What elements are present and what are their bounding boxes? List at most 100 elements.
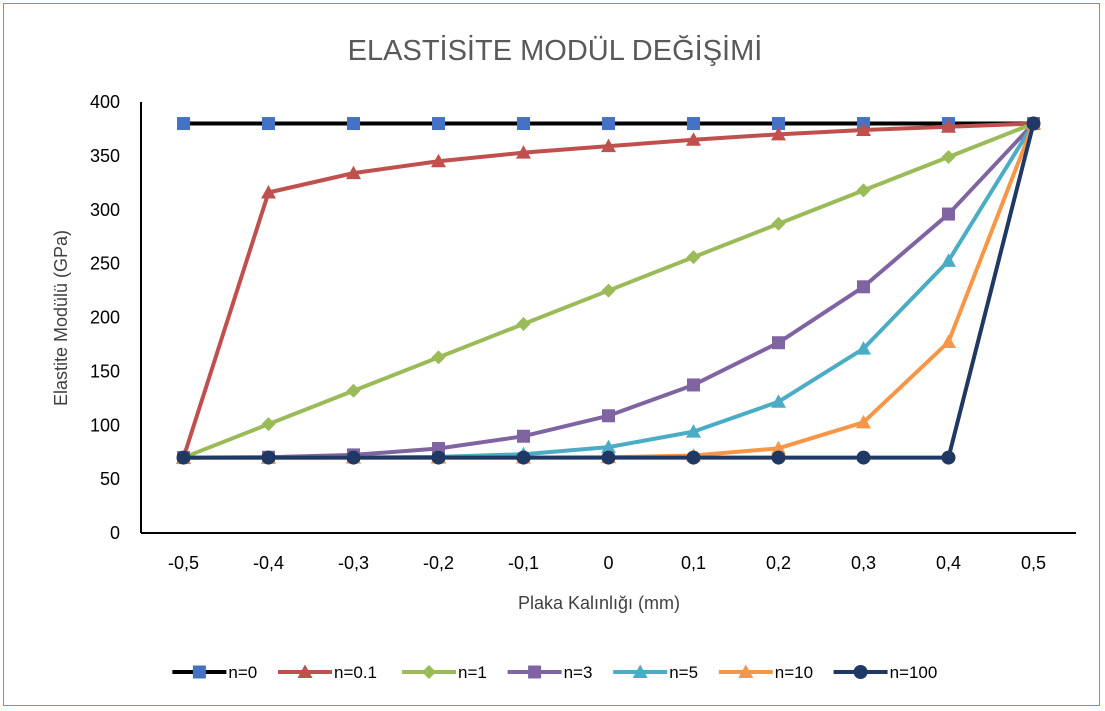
data-point — [261, 185, 276, 199]
x-tick-label: 0,1 — [681, 553, 706, 573]
legend-label: n=1 — [458, 663, 487, 682]
data-point — [261, 450, 276, 465]
data-point — [686, 132, 701, 146]
x-tick-label: -0,4 — [253, 553, 284, 573]
data-point — [856, 414, 871, 429]
legend-label: n=100 — [890, 663, 938, 682]
data-point — [602, 409, 615, 423]
data-point — [262, 117, 275, 131]
y-tick-label: 350 — [90, 146, 120, 166]
x-tick-label: -0,3 — [338, 553, 369, 573]
data-point — [772, 117, 785, 131]
x-tick-label: -0,5 — [168, 553, 199, 573]
x-axis-title: Plaka Kalınlığı (mm) — [518, 593, 680, 613]
legend-item: n=0.1 — [278, 663, 377, 682]
data-point — [176, 450, 191, 465]
legend-marker — [853, 665, 868, 679]
data-point — [771, 126, 786, 141]
data-point — [686, 450, 701, 465]
legend-item: n=5 — [613, 663, 698, 682]
legend-label: n=10 — [775, 663, 813, 682]
data-point — [1026, 116, 1041, 131]
y-axis-title: Elastite Modülü (GPa) — [51, 230, 71, 406]
legend-label: n=5 — [669, 663, 698, 682]
y-tick-label: 400 — [90, 92, 120, 112]
legend-marker — [528, 665, 542, 679]
x-tick-label: 0,5 — [1021, 553, 1046, 573]
data-point — [941, 450, 956, 465]
legend-marker — [422, 665, 436, 679]
data-point — [346, 383, 361, 398]
data-point — [431, 450, 446, 465]
y-tick-label: 50 — [100, 469, 120, 489]
legend-item: n=3 — [507, 663, 593, 682]
data-point — [941, 119, 956, 133]
data-point — [602, 117, 615, 131]
data-point — [941, 334, 956, 348]
legend-item: n=10 — [718, 663, 813, 682]
data-point — [857, 280, 870, 294]
data-point — [686, 250, 701, 265]
legend-marker — [632, 664, 648, 678]
legend-label: n=0 — [228, 663, 257, 682]
y-tick-label: 0 — [110, 523, 120, 543]
data-point — [771, 216, 786, 231]
legend-label: n=0.1 — [334, 663, 377, 682]
data-point — [856, 341, 871, 355]
x-tick-label: -0,1 — [508, 553, 539, 573]
chart-title: ELASTİSİTE MODÜL DEĞİŞİMİ — [348, 34, 763, 67]
x-tick-label: 0,4 — [936, 553, 961, 573]
data-point — [942, 207, 955, 221]
data-point — [517, 117, 530, 131]
data-point — [516, 450, 531, 465]
legend-label: n=3 — [564, 663, 593, 682]
x-tick-label: -0,2 — [423, 553, 454, 573]
data-point — [771, 394, 786, 408]
data-point — [346, 165, 361, 180]
data-point — [941, 149, 956, 164]
data-point — [431, 153, 446, 168]
data-point — [687, 117, 700, 131]
legend: n=0 n=0.1 n=1 n=3 n=5 n=10 n=100 — [172, 663, 937, 682]
data-point — [601, 439, 616, 454]
legend-marker — [192, 665, 206, 679]
data-point — [856, 122, 871, 137]
axes: 0 50 100 150 200 250 300 350 400 -0,5 -0,4 -0,3 -0,2… — [90, 92, 1076, 573]
data-point — [347, 117, 360, 131]
legend-item: n=1 — [402, 663, 487, 682]
data-point — [601, 138, 616, 153]
legend-marker — [297, 664, 313, 678]
y-tick-label: 250 — [90, 254, 120, 274]
data-point — [856, 450, 871, 465]
legend-marker — [738, 664, 754, 678]
data-point — [601, 283, 616, 298]
x-tick-label: 0 — [603, 553, 613, 573]
series-n=100 — [176, 116, 1041, 465]
x-tick-label: 0,2 — [766, 553, 791, 573]
data-point — [686, 424, 701, 438]
y-tick-label: 150 — [90, 361, 120, 381]
y-tick-label: 300 — [90, 200, 120, 220]
data-point — [517, 429, 530, 443]
legend-item: n=100 — [833, 663, 938, 682]
data-point — [516, 316, 531, 331]
data-point — [432, 117, 445, 131]
data-point — [772, 336, 785, 350]
data-point — [261, 417, 276, 432]
y-tick-label: 100 — [90, 415, 120, 435]
y-tick-label: 200 — [90, 308, 120, 328]
data-point — [516, 145, 531, 159]
data-point — [856, 183, 871, 198]
data-point — [941, 253, 956, 267]
data-point — [177, 117, 190, 131]
data-point — [771, 440, 786, 455]
series-layer — [176, 116, 1041, 465]
legend-item: n=0 — [172, 663, 257, 682]
x-tick-label: 0,3 — [851, 553, 876, 573]
data-point — [687, 378, 700, 392]
data-point — [771, 450, 786, 465]
data-point — [601, 450, 616, 465]
data-point — [346, 450, 361, 465]
data-point — [431, 350, 446, 365]
